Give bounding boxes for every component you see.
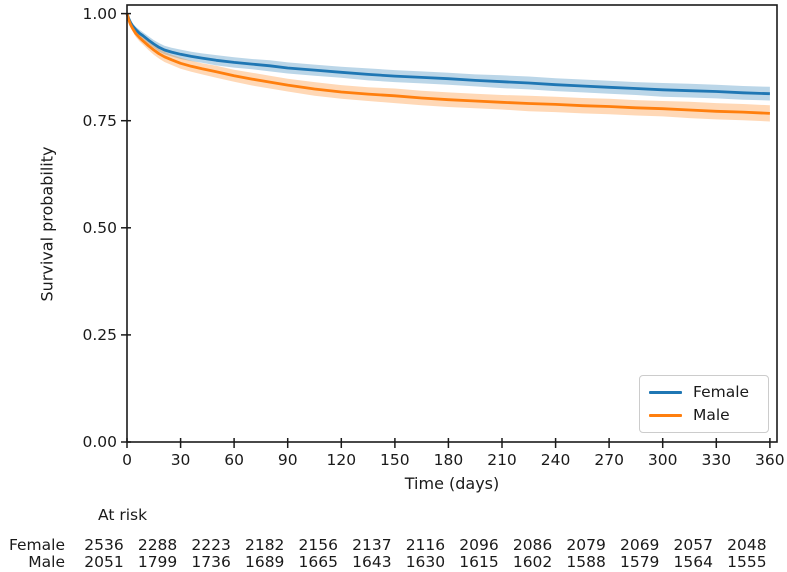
- y-tick-label: 0.00: [82, 433, 117, 451]
- at-risk-count-female: 2069: [619, 536, 660, 554]
- at-risk-count-female: 2137: [352, 536, 392, 554]
- at-risk-count-male: 1799: [137, 553, 178, 571]
- y-tick-label: 0.75: [82, 111, 117, 130]
- y-axis-label: Survival probability: [37, 146, 57, 302]
- x-tick-label: 90: [277, 451, 298, 469]
- at-risk-count-female: 2156: [298, 536, 338, 554]
- x-tick-label: 120: [326, 451, 357, 469]
- male-line-sample: [649, 414, 682, 417]
- x-tick-label: 180: [433, 451, 464, 469]
- legend: Female Male: [639, 375, 769, 433]
- at-risk-count-female: 2048: [727, 536, 767, 554]
- at-risk-count-female: 2057: [673, 536, 713, 554]
- x-tick-label: 240: [540, 451, 571, 469]
- legend-label-male: Male: [693, 406, 730, 424]
- at-risk-count-male: 1736: [191, 553, 231, 571]
- at-risk-count-male: 1643: [352, 553, 392, 571]
- at-risk-header: At risk: [98, 506, 148, 524]
- axes-frame-and-ticks: [121, 4, 778, 448]
- male-curve: [125, 13, 770, 115]
- x-axis-label: Time (days): [404, 474, 500, 493]
- at-risk-count-male: 1588: [566, 553, 606, 571]
- at-risk-count-female: 2223: [191, 536, 231, 554]
- at-risk-count-female: 2182: [244, 536, 285, 554]
- x-tick-label: 210: [487, 451, 517, 469]
- legend-label-female: Female: [693, 383, 750, 401]
- x-tick-label: 300: [647, 451, 678, 469]
- at-risk-count-female: 2536: [84, 536, 124, 554]
- at-risk-count-male: 1615: [459, 553, 499, 571]
- at-risk-count-female: 2079: [566, 536, 606, 554]
- legend-entry-female: Female: [649, 384, 758, 401]
- at-risk-count-male: 1689: [244, 553, 285, 571]
- x-tick-label: 330: [701, 451, 732, 469]
- at-risk-count-female: 2288: [137, 536, 178, 554]
- at-risk-count-male: 1630: [405, 553, 446, 571]
- at-risk-count-male: 1579: [619, 553, 660, 571]
- at-risk-count-female: 2086: [512, 536, 553, 554]
- at-risk-count-male: 1564: [673, 553, 713, 571]
- x-tick-label: 30: [170, 451, 191, 469]
- confidence-bands: [127, 13, 770, 122]
- at-risk-count-male: 1665: [298, 553, 338, 571]
- legend-entry-male: Male: [649, 407, 758, 424]
- x-tick-label: 60: [224, 451, 244, 469]
- x-tick-label: 270: [594, 451, 624, 469]
- x-tick-label: 360: [755, 451, 785, 469]
- female-curve: [125, 13, 770, 96]
- female-ci-band: [127, 13, 770, 101]
- plot-frame: [126, 4, 778, 443]
- survival-curves: [125, 13, 770, 115]
- female-line-sample: [649, 391, 682, 394]
- at-risk-count-female: 2116: [405, 536, 446, 554]
- at-risk-count-female: 2096: [459, 536, 499, 554]
- y-tick-label: 1.00: [82, 4, 117, 23]
- at-risk-count-male: 2051: [84, 553, 124, 571]
- male-ci-band: [127, 13, 770, 122]
- x-tick-label: 150: [380, 451, 410, 469]
- y-tick-label: 0.25: [82, 325, 117, 344]
- at-risk-row-label-male: Male: [28, 553, 65, 571]
- at-risk-count-male: 1555: [727, 553, 767, 571]
- y-tick-label: 0.50: [82, 218, 117, 237]
- x-tick-label: 0: [122, 451, 132, 469]
- at-risk-row-label-female: Female: [8, 536, 65, 554]
- at-risk-count-male: 1602: [512, 553, 553, 571]
